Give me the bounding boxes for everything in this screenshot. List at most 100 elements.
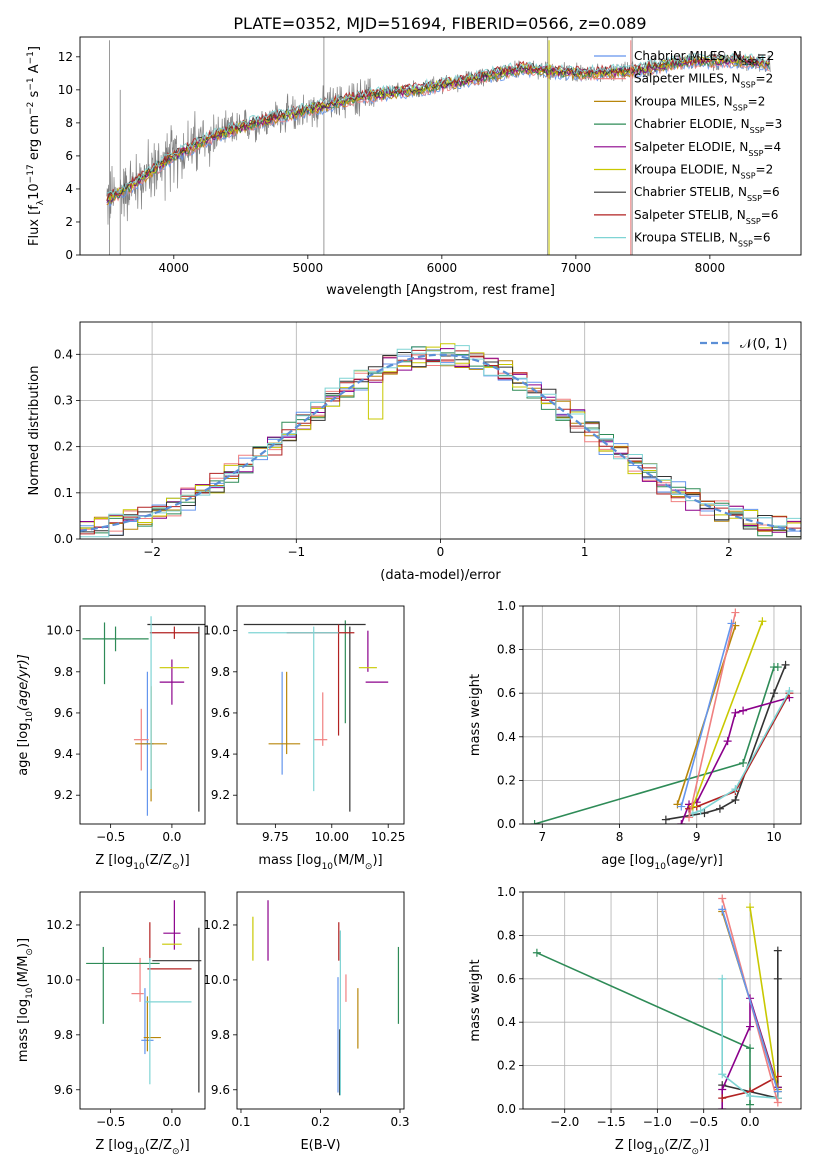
weight-marker (723, 737, 732, 746)
axis-label-part: s (27, 90, 42, 101)
x-tick-label: −1.0 (643, 1115, 672, 1129)
legend-label-part: Kroupa MILES, N (634, 94, 733, 108)
axis-label-part: Z [log (95, 853, 133, 868)
weight-marker (718, 905, 727, 914)
axis-label-part: 10 (133, 1147, 145, 1157)
weight-vs-age-panel: 7 8 9 10 0.0 0.2 0.4 0.6 0.8 1.0 mass weight age [l… (468, 599, 802, 872)
x-tick-label: 6000 (427, 261, 458, 275)
y-tick-label: 9.6 (54, 1083, 73, 1097)
weight-series-line (688, 612, 737, 818)
weight-series-line (536, 952, 751, 1105)
axes-frame (522, 891, 802, 1110)
weight-marker (781, 660, 790, 669)
x-tick-label: 5000 (293, 261, 324, 275)
weight-marker (746, 1022, 755, 1031)
weight-marker (773, 663, 782, 672)
weight-series-line (665, 664, 787, 821)
weight-marker (718, 1070, 727, 1079)
weight-marker (677, 820, 686, 824)
y-tick-label: 9.6 (211, 706, 230, 720)
x-axis-label: mass [log10(M/M⊙)] (258, 853, 382, 872)
y-tick-label: 2 (65, 215, 73, 229)
legend-label-part: Chabrier ELODIE, N (634, 117, 750, 131)
legend-label-part: =2 (756, 163, 774, 177)
axis-label-part: E(B-V) (300, 1138, 340, 1153)
legend-label-part: =2 (757, 49, 775, 63)
legend-label-part: SSP (741, 80, 756, 89)
weight-marker (673, 800, 682, 809)
y-axis-label: Normed distribution (27, 366, 42, 496)
axis-label-part: )] (16, 938, 31, 948)
y-tick-label: 0.4 (54, 347, 73, 361)
axis-label-part: ⊙ (365, 862, 373, 872)
weight-marker (773, 1098, 782, 1107)
age-vs-mass-panel: 9.75 10.00 10.25 9.2 9.4 9.6 9.8 10.0 mass [log1… (203, 605, 405, 872)
legend-label-part: SSP (746, 216, 761, 225)
plot-area (106, 37, 771, 255)
y-tick-label: 0.3 (54, 393, 73, 407)
y-tick-label: 0.0 (497, 1102, 516, 1116)
axis-label-part: age [log (16, 723, 31, 776)
y-axis-label: mass weight (468, 674, 483, 756)
legend-label-part: SSP (742, 58, 757, 67)
model-spectrum-line (106, 57, 770, 206)
weight-marker (773, 1087, 782, 1096)
legend-label-part: SSP (750, 126, 765, 135)
weight-series-line (692, 690, 791, 814)
y-tick-label: 9.8 (54, 665, 73, 679)
axis-label-part: ⊙ (691, 1147, 699, 1157)
x-tick-label: 4000 (159, 261, 190, 275)
axis-label-part: mass [log (258, 853, 321, 868)
legend-label: Salpeter MILES, NSSP=2 (634, 72, 773, 90)
x-axis-label: E(B-V) (300, 1138, 340, 1153)
axis-label-part: (M/M (333, 853, 365, 868)
y-tick-label: 9.8 (211, 1028, 230, 1042)
legend-label-part: Kroupa STELIB, N (634, 231, 738, 245)
weight-vs-metallicity-panel: −2.0 −1.5 −1.0 −0.5 0.0 0.0 0.2 0.4 0.6 0.8 1.0 mas… (468, 885, 802, 1157)
x-tick-label: −1.5 (596, 1115, 625, 1129)
axis-label-part: (M/M (16, 956, 31, 988)
axis-label-part: 10 (133, 862, 145, 872)
weight-marker (677, 802, 686, 811)
age-vs-metallicity-panel: −0.5 0.09.29.49.69.810.0Z [log10(Z/Z⊙)]ag… (16, 605, 206, 872)
legend-label-part: =2 (756, 72, 774, 86)
weight-series-line (692, 621, 764, 807)
y-tick-label: 0.4 (497, 730, 516, 744)
legend-label-part: SSP (748, 148, 763, 157)
plot-area (86, 900, 202, 1093)
y-tick-label: 0.2 (54, 440, 73, 454)
axes-frame (79, 36, 802, 256)
x-tick-label: −0.5 (689, 1115, 718, 1129)
y-tick-label: 9.8 (54, 1028, 73, 1042)
plot-area (530, 608, 794, 824)
legend-label-part: SSP (747, 194, 762, 203)
x-axis-label: (data-model)/error (380, 568, 501, 583)
x-tick-label: 0.1 (231, 1115, 250, 1129)
histogram-step (80, 345, 801, 538)
y-tick-label: 10.0 (203, 624, 230, 638)
weight-marker (731, 796, 740, 805)
axis-label-part: age [log (601, 853, 654, 868)
y-tick-label: 9.6 (54, 706, 73, 720)
weight-marker (685, 813, 694, 822)
weight-marker (715, 804, 724, 813)
legend-label-part: =6 (762, 185, 780, 199)
axis-label-part: −1 (26, 77, 36, 90)
y-tick-label: 1.0 (497, 885, 516, 899)
weight-series-line (749, 907, 779, 1092)
axis-label-part: (age/yr)] (666, 853, 723, 868)
y-tick-label: 10.2 (203, 918, 230, 932)
legend-label-part: SSP (741, 171, 756, 180)
weight-marker (718, 974, 727, 983)
axis-label-part: 10 (27, 183, 42, 200)
legend-label: Chabrier STELIB, NSSP=6 (634, 185, 780, 203)
axis-label-part: Flux [f (27, 205, 42, 246)
figure-title: PLATE=0352, MJD=51694, FIBERID=0566, z=0… (233, 14, 646, 33)
legend-label: Kroupa STELIB, NSSP=6 (634, 231, 771, 249)
weight-marker (731, 785, 740, 794)
y-tick-label: 0 (65, 248, 73, 262)
legend-label-part: Salpeter MILES, N (634, 72, 741, 86)
y-axis-label: mass weight (468, 959, 483, 1041)
normal-curve (80, 353, 801, 532)
axis-label-part: ⊙ (172, 1147, 180, 1157)
